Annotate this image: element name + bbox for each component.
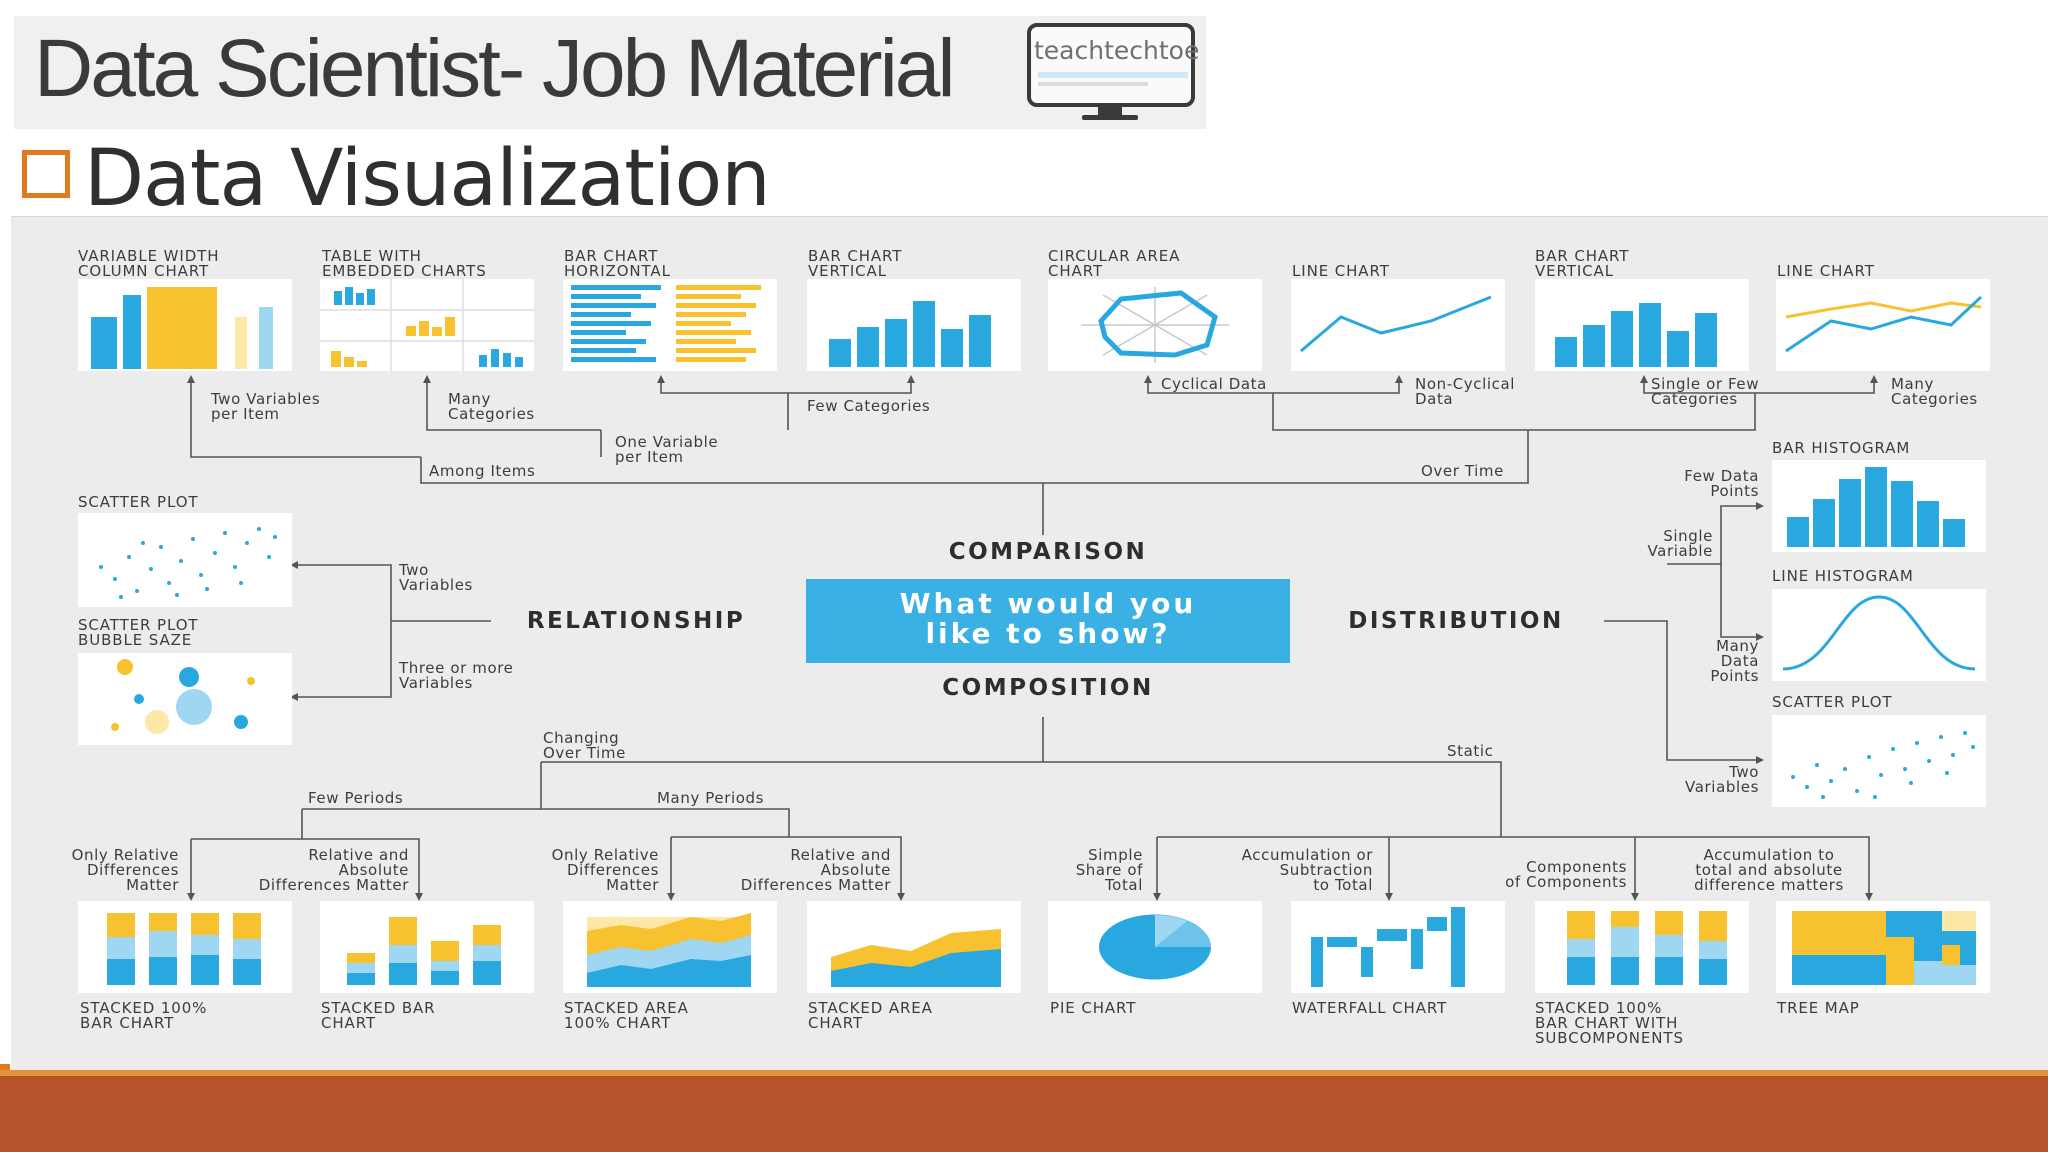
caption-stacked-100-bar: STACKED 100% BAR CHART (80, 999, 207, 1032)
caption-bubble: SCATTER PLOT BUBBLE SAZE (78, 616, 198, 649)
label-single-variable: Single Variable (1647, 527, 1713, 560)
label-rel-abs-1: Relative and Absolute Differences Matter (259, 846, 409, 894)
caption-line-chart-2: LINE CHART (1777, 262, 1875, 280)
caption-line-histogram: LINE HISTOGRAM (1772, 567, 1914, 585)
label-single-few-categories: Single or Few Categories (1651, 375, 1759, 408)
thumb-line-chart-2 (1776, 279, 1990, 371)
label-static: Static (1447, 742, 1494, 760)
monitor-logo-icon (1027, 23, 1195, 120)
caption-bar-vertical-2: BAR CHART VERTICAL (1535, 247, 1629, 280)
caption-circular-area: CIRCULAR AREA CHART (1048, 247, 1180, 280)
label-accumulation: Accumulation or Subtraction to Total (1242, 846, 1374, 894)
thumb-bar-histogram (1772, 460, 1986, 552)
chart-chooser-diagram: VARIABLE WIDTH COLUMN CHART TABLE WITH EMB… (72, 247, 1990, 1047)
heading-distribution: DISTRIBUTION (1348, 608, 1563, 634)
section-subtitle: Data Visualization (84, 134, 771, 224)
caption-variable-width-column: VARIABLE WIDTH COLUMN CHART (78, 247, 219, 280)
thumb-pie-chart (1048, 901, 1262, 993)
thumb-scatter-plot-right (1772, 715, 1986, 807)
logo-text: teachtechtoe (1034, 36, 1200, 65)
label-only-relative-2: Only Relative Differences Matter (552, 846, 660, 894)
heading-relationship: RELATIONSHIP (527, 608, 745, 634)
center-question-box (806, 579, 1290, 663)
label-cyclical-data: Cyclical Data (1161, 375, 1267, 393)
label-components: Components of Components (1505, 858, 1627, 891)
label-rel-abs-2: Relative and Absolute Differences Matter (741, 846, 891, 894)
label-rel-two-variables: Two Variables (398, 561, 473, 594)
thumb-table-embedded-charts (320, 279, 534, 371)
thumb-circular-area (1048, 279, 1262, 371)
center-question-line-2: like to show? (925, 617, 1170, 650)
label-dist-two-variables: Two Variables (1685, 763, 1759, 796)
thumb-stacked-bar (320, 901, 534, 993)
caption-pie-chart: PIE CHART (1050, 999, 1136, 1017)
caption-scatter-left: SCATTER PLOT (78, 493, 198, 511)
thumb-bar-horizontal (563, 279, 777, 371)
caption-waterfall: WATERFALL CHART (1292, 999, 1447, 1017)
label-among-items: Among Items (429, 462, 535, 480)
header-bar (14, 16, 1206, 129)
label-few-categories: Few Categories (807, 397, 930, 415)
label-many-categories-time: Many Categories (1891, 375, 1978, 408)
caption-bar-histogram: BAR HISTOGRAM (1772, 439, 1910, 457)
square-bullet-icon (22, 150, 70, 198)
thumb-stacked-area (807, 901, 1021, 993)
caption-stacked-100-sub: STACKED 100% BAR CHART WITH SUBCOMPONENTS (1535, 999, 1684, 1047)
caption-stacked-area: STACKED AREA CHART (808, 999, 933, 1032)
caption-table-embedded: TABLE WITH EMBEDDED CHARTS (321, 247, 487, 280)
caption-bar-vertical-1: BAR CHART VERTICAL (808, 247, 902, 280)
label-simple-share: Simple Share of Total (1076, 846, 1143, 894)
arrow-heads (187, 375, 1878, 901)
heading-comparison: COMPARISON (949, 539, 1148, 565)
thumb-scatter-plot-left (78, 513, 292, 607)
label-only-relative-1: Only Relative Differences Matter (72, 846, 180, 894)
center-question-line-1: What would you (900, 587, 1197, 620)
label-one-variable-per-item: One Variable per Item (615, 433, 718, 466)
thumb-stacked-area-100 (563, 901, 777, 993)
label-over-time: Over Time (1421, 462, 1504, 480)
footer-bar (0, 1076, 2048, 1152)
label-changing-over-time: Changing Over Time (543, 729, 626, 762)
thumb-line-chart-1 (1291, 279, 1505, 371)
caption-scatter-right: SCATTER PLOT (1772, 693, 1892, 711)
label-many-data-points: Many Data Points (1710, 637, 1759, 685)
thumb-line-histogram (1772, 589, 1986, 681)
heading-composition: COMPOSITION (942, 675, 1153, 701)
thumb-variable-width-column (78, 279, 292, 371)
label-few-data-points: Few Data Points (1684, 467, 1759, 500)
thumb-bubble-chart (78, 653, 292, 745)
text-layer: VARIABLE WIDTH COLUMN CHART TABLE WITH EMB… (72, 247, 1978, 1047)
label-few-periods: Few Periods (308, 789, 403, 807)
label-accum-total: Accumulation to total and absolute differe… (1694, 846, 1844, 894)
thumb-bar-vertical (807, 279, 1021, 371)
label-non-cyclical: Non-Cyclical Data (1415, 375, 1515, 408)
label-many-categories: Many Categories (448, 390, 535, 423)
thumb-waterfall-chart (1291, 901, 1505, 993)
thumb-stacked-100-bar (78, 901, 292, 993)
thumb-tree-map (1776, 901, 1990, 993)
connector-lines (190, 377, 1875, 893)
label-many-periods: Many Periods (657, 789, 764, 807)
label-rel-three-variables: Three or more Variables (398, 659, 514, 692)
thumb-bar-vertical-2 (1535, 279, 1749, 371)
page-title: Data Scientist- Job Material (34, 23, 956, 114)
caption-tree-map: TREE MAP (1776, 999, 1860, 1017)
infographic-panel: VARIABLE WIDTH COLUMN CHART TABLE WITH EMB… (11, 216, 2048, 1071)
caption-stacked-area-100: STACKED AREA 100% CHART (564, 999, 689, 1032)
thumb-stacked-100-subcomponents (1535, 901, 1749, 993)
label-two-variables-per-item: Two Variables per Item (210, 390, 320, 423)
footer-accent-line (0, 1070, 2048, 1076)
caption-stacked-bar: STACKED BAR CHART (321, 999, 436, 1032)
caption-bar-horizontal: BAR CHART HORIZONTAL (564, 247, 671, 280)
caption-line-chart-1: LINE CHART (1292, 262, 1390, 280)
